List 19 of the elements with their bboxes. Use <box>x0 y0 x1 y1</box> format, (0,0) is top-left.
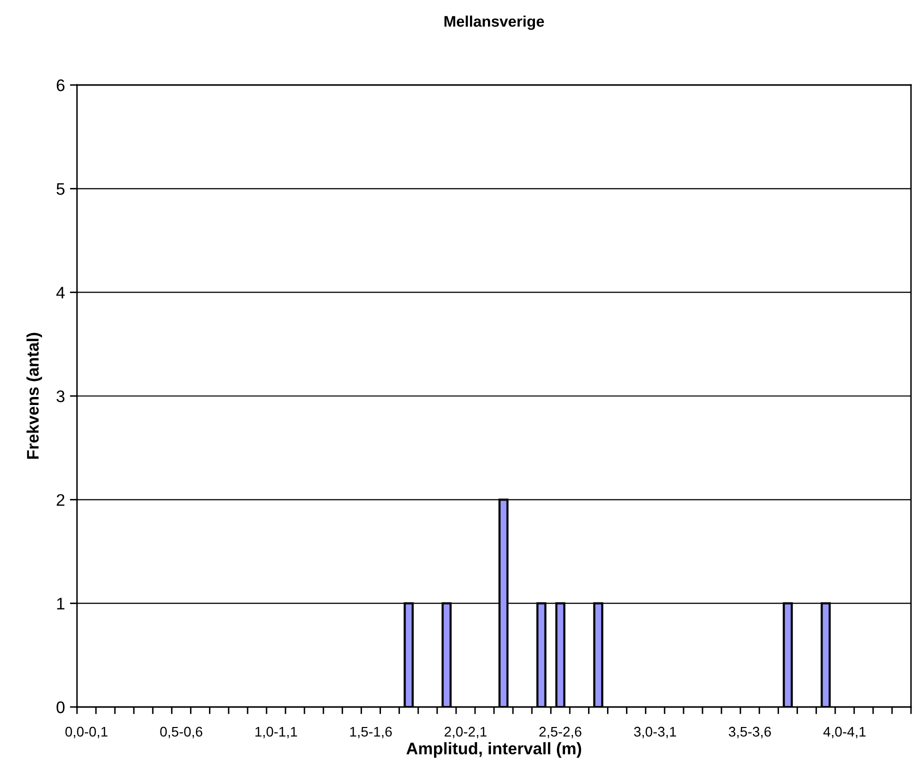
y-tick-label: 6 <box>56 79 64 92</box>
x-axis-title: Amplitud, intervall (m) <box>406 742 582 758</box>
x-tick-label: 1,5-1,6 <box>350 726 392 738</box>
x-tick-label: 0,5-0,6 <box>160 726 202 738</box>
x-tick-label: 3,0-3,1 <box>634 726 676 738</box>
x-tick-label: 2,5-2,6 <box>539 726 582 738</box>
x-tick-label: 3,5-3,6 <box>728 726 771 738</box>
x-tick-label: 1,0-1,1 <box>255 726 297 738</box>
y-tick-label: 4 <box>56 286 65 298</box>
y-tick-label: 5 <box>56 183 64 195</box>
x-tick-label: 2,0-2,1 <box>444 726 487 738</box>
x-tick-label: 4,0-4,1 <box>823 726 866 738</box>
y-tick-label: 3 <box>56 390 64 402</box>
y-tick-label: 1 <box>57 598 64 610</box>
y-tick-label: 2 <box>56 494 64 506</box>
y-tick-label: 0 <box>56 701 65 714</box>
y-axis-title: Frekvens (antal) <box>26 332 42 459</box>
chart-title: Mellansverige <box>444 16 544 30</box>
x-tick-label: 0,0-0,1 <box>65 726 108 738</box>
